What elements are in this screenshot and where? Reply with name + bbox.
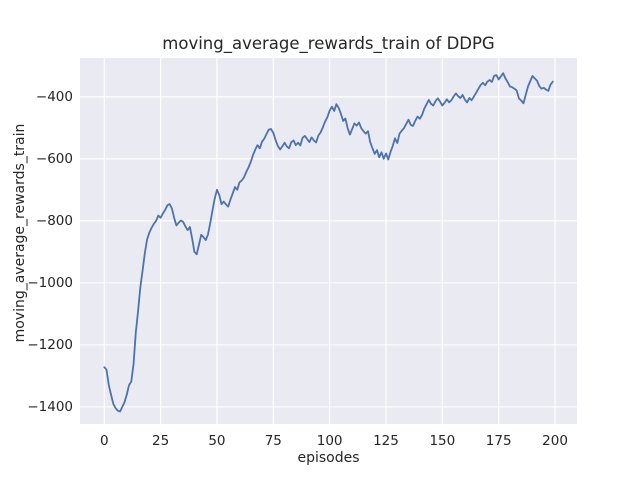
- x-tick-label: 200: [542, 433, 568, 449]
- x-tick-label: 150: [429, 433, 456, 449]
- y-axis-label: moving_average_rewards_train: [12, 123, 28, 343]
- x-tick-label: 50: [208, 433, 226, 449]
- y-tick-label: −800: [35, 212, 73, 229]
- y-tick-label: −1200: [27, 336, 73, 353]
- x-axis-label: episodes: [297, 450, 360, 466]
- y-tick-label: −1000: [27, 274, 73, 291]
- chart-title: moving_average_rewards_train of DDPG: [162, 34, 495, 53]
- plot-svg: [80, 58, 577, 424]
- x-tick-label: 25: [152, 433, 170, 449]
- x-tick-label: 0: [99, 433, 109, 449]
- x-tick-label: 75: [264, 433, 282, 449]
- y-tick-label: −400: [35, 88, 73, 105]
- x-tick-label: 125: [373, 433, 399, 449]
- y-tick-label: −1400: [27, 398, 73, 415]
- y-tick-label: −600: [35, 150, 73, 167]
- x-tick-label: 175: [485, 433, 512, 449]
- plot-area: [80, 58, 577, 424]
- x-tick-label: 100: [316, 433, 343, 449]
